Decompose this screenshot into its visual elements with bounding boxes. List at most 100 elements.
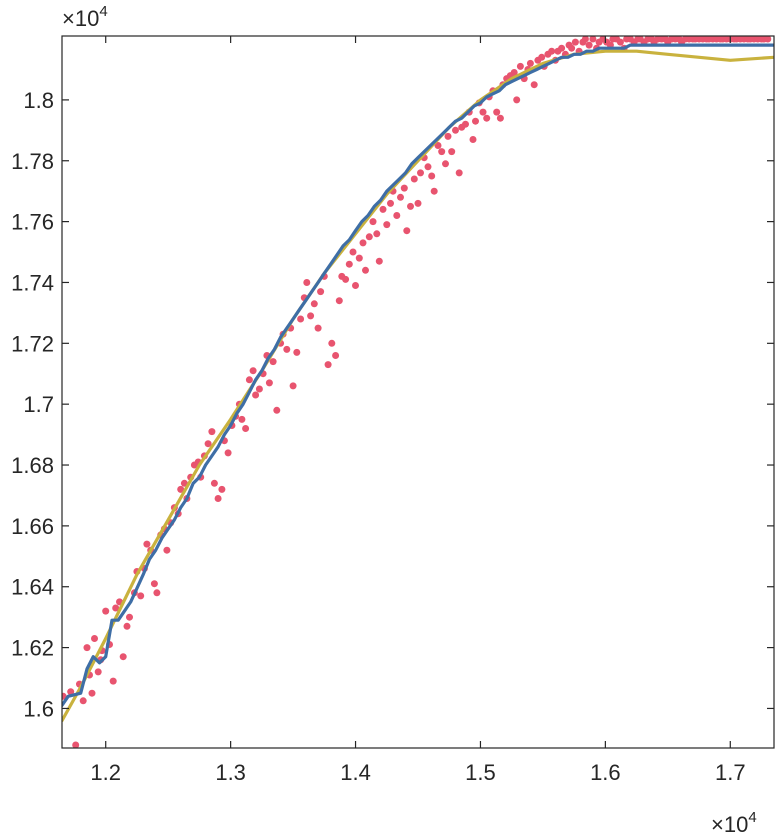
x-exponent-label: ×104 bbox=[711, 809, 757, 837]
x-tick-label-3: 1.5 bbox=[465, 760, 496, 785]
scatter-point-78 bbox=[328, 339, 336, 347]
scatter-point-92 bbox=[375, 257, 383, 265]
scatter-point-56 bbox=[252, 391, 260, 399]
scatter-point-103 bbox=[414, 199, 422, 207]
y-tick-label-6: 1.72 bbox=[11, 331, 54, 356]
scatter-point-34 bbox=[177, 485, 185, 493]
scatter-point-84 bbox=[349, 248, 357, 256]
scatter-point-131 bbox=[510, 69, 518, 76]
scatter-point-102 bbox=[410, 175, 418, 183]
scatter-point-67 bbox=[289, 382, 297, 390]
moving-average-line bbox=[62, 43, 774, 707]
x-tick-label-4: 1.6 bbox=[590, 760, 621, 785]
scatter-point-127 bbox=[496, 114, 504, 122]
scatter-point-90 bbox=[369, 218, 377, 226]
scatter-point-112 bbox=[444, 132, 452, 140]
scatter-point-53 bbox=[242, 425, 250, 432]
axes-box bbox=[61, 35, 775, 749]
scatter-point-61 bbox=[269, 358, 277, 366]
scatter-point-153 bbox=[585, 41, 593, 49]
scatter-point-14 bbox=[109, 677, 117, 685]
scatter-point-5 bbox=[83, 644, 91, 652]
scatter-point-106 bbox=[424, 163, 432, 171]
plot-clip-group bbox=[62, 36, 774, 748]
scatter-point-154 bbox=[589, 36, 597, 43]
scatter-point-87 bbox=[359, 239, 367, 247]
scatter-point-126 bbox=[493, 108, 501, 116]
scatter-point-162 bbox=[616, 38, 624, 46]
scatter-point-132 bbox=[513, 96, 521, 104]
scatter-point-27 bbox=[153, 589, 161, 597]
scatter-point-119 bbox=[469, 136, 477, 143]
scatter-point-45 bbox=[214, 495, 222, 502]
scatter-point-80 bbox=[335, 297, 343, 305]
scatter-point-86 bbox=[355, 254, 363, 262]
scatter-point-52 bbox=[238, 415, 246, 423]
scatter-point-9 bbox=[94, 668, 102, 676]
scatter-point-65 bbox=[283, 345, 291, 353]
plot-area bbox=[62, 36, 774, 748]
x-tick-label-1: 1.3 bbox=[215, 760, 246, 785]
scatter-point-62 bbox=[273, 406, 281, 414]
scatter-point-89 bbox=[365, 233, 373, 241]
scatter-point-88 bbox=[362, 266, 369, 274]
y-tick-label-1: 1.62 bbox=[11, 636, 54, 661]
scatter-point-133 bbox=[516, 62, 524, 70]
scatter-point-149 bbox=[571, 38, 579, 46]
scatter-point-110 bbox=[438, 148, 446, 156]
scatter-point-74 bbox=[314, 324, 322, 332]
scatter-point-24 bbox=[143, 540, 151, 548]
scatter-point-42 bbox=[204, 440, 212, 448]
scatter-point-82 bbox=[342, 275, 350, 283]
scatter-point-111 bbox=[442, 160, 449, 168]
scatter-point-109 bbox=[434, 142, 442, 149]
scatter-point-148 bbox=[568, 44, 576, 52]
axes: 1.2 1.3 1.4 1.5 1.6 1.7 1.6 1.62 1.64 1.66 1.68 1.7… bbox=[11, 35, 775, 785]
scatter-point-136 bbox=[526, 59, 534, 67]
scatter-point-108 bbox=[430, 187, 438, 195]
scatter-point-94 bbox=[383, 221, 391, 229]
x-tick-label-5: 1.7 bbox=[715, 760, 746, 785]
scatter-point-48 bbox=[224, 449, 232, 457]
y-tick-label-2: 1.64 bbox=[11, 575, 54, 600]
scatter-point-152 bbox=[581, 36, 589, 43]
scatter-point-68 bbox=[293, 348, 301, 356]
scatter-point-115 bbox=[455, 169, 463, 177]
scatter-point-22 bbox=[137, 592, 145, 600]
x-tick-label-0: 1.2 bbox=[90, 760, 121, 785]
scatter-point-57 bbox=[255, 385, 263, 393]
scatter-point-7 bbox=[88, 689, 96, 697]
scatter-point-95 bbox=[387, 199, 394, 207]
y-tick-label-8: 1.76 bbox=[11, 210, 54, 235]
y-tick-label-10: 1.8 bbox=[23, 88, 54, 113]
scatter-point-19 bbox=[126, 613, 133, 621]
x-tick-label-2: 1.4 bbox=[340, 760, 371, 785]
scatter-point-104 bbox=[417, 169, 424, 177]
scatter-point-44 bbox=[210, 479, 218, 487]
y-tick-label-5: 1.7 bbox=[23, 392, 54, 417]
scatter-point-142 bbox=[548, 47, 556, 55]
scatter-point-99 bbox=[400, 184, 408, 192]
scatter-point-72 bbox=[307, 312, 315, 320]
scatter-point-107 bbox=[428, 172, 436, 180]
scatter-point-120 bbox=[472, 117, 479, 125]
scatter-point-2 bbox=[72, 741, 80, 748]
scatter-point-73 bbox=[310, 300, 318, 308]
y-tick-label-0: 1.6 bbox=[23, 696, 54, 721]
scatter-point-43 bbox=[208, 428, 216, 436]
scatter-point-46 bbox=[218, 485, 226, 493]
scatter-point-26 bbox=[150, 580, 158, 588]
scatter-point-117 bbox=[462, 120, 469, 128]
scatter-point-91 bbox=[373, 230, 381, 238]
scatter-point-100 bbox=[403, 227, 411, 235]
scatter-point-8 bbox=[91, 635, 98, 642]
scatter-point-17 bbox=[119, 653, 127, 661]
scatter-point-137 bbox=[530, 81, 538, 89]
scatter-point-77 bbox=[324, 361, 332, 369]
scatter-point-30 bbox=[163, 546, 171, 554]
scatter-point-205 bbox=[764, 36, 772, 43]
y-tick-label-7: 1.74 bbox=[11, 270, 54, 295]
scatter-point-79 bbox=[332, 352, 340, 359]
